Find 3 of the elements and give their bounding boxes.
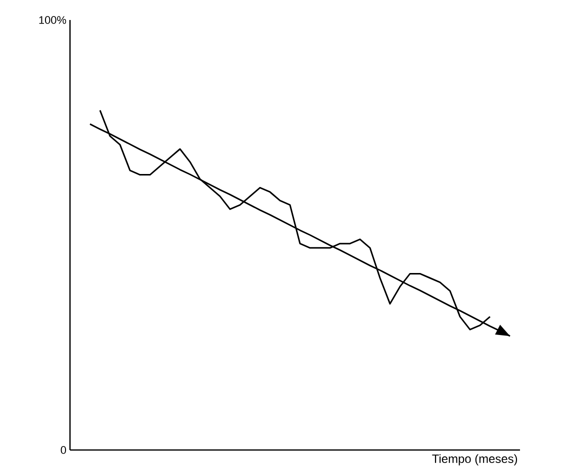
x-axis-title: Tiempo (meses) xyxy=(432,454,518,466)
y-tick-label: 0 xyxy=(60,446,66,454)
y-tick-label: 100% xyxy=(39,16,66,24)
